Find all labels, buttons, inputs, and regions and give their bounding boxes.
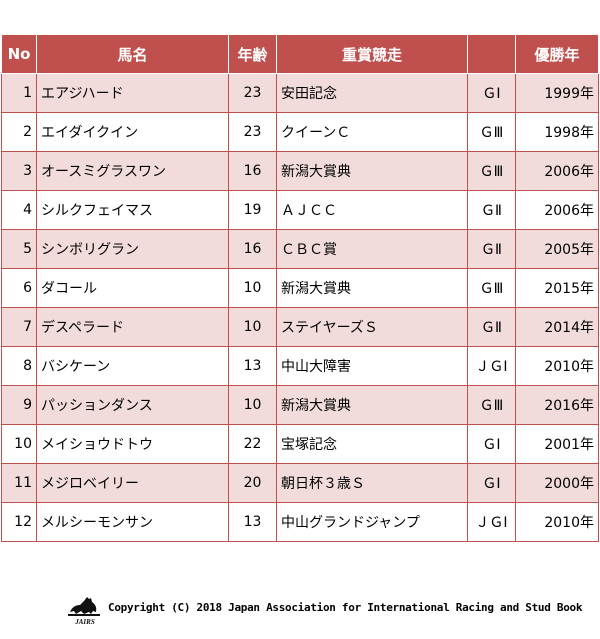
cell-name: シンボリグラン (36, 229, 229, 269)
cell-age: 16 (228, 229, 277, 269)
cell-age: 23 (228, 112, 277, 152)
table-row: 11 メジロベイリー 20 朝日杯３歳Ｓ ＧⅠ 2000年 (1, 463, 599, 503)
cell-age: 10 (228, 307, 277, 347)
cell-name: ダコール (36, 268, 229, 308)
cell-age: 10 (228, 268, 277, 308)
cell-name: デスペラード (36, 307, 229, 347)
header-grade (467, 34, 516, 74)
table-row: 4 シルクフェイマス 19 ＡＪＣＣ ＧⅡ 2006年 (1, 190, 599, 230)
cell-grade: ＧⅡ (467, 229, 516, 269)
cell-race: 中山グランドジャンプ (276, 502, 468, 542)
cell-no: 8 (1, 346, 37, 386)
cell-year: 2010年 (515, 346, 599, 386)
cell-year: 1999年 (515, 73, 599, 113)
cell-race: 新潟大賞典 (276, 151, 468, 191)
cell-no: 4 (1, 190, 37, 230)
table-row: 3 オースミグラスワン 16 新潟大賞典 ＧⅢ 2006年 (1, 151, 599, 191)
cell-no: 10 (1, 424, 37, 464)
cell-name: メジロベイリー (36, 463, 229, 503)
cell-name: エアジハード (36, 73, 229, 113)
cell-no: 6 (1, 268, 37, 308)
header-row: No 馬名 年齢 重賞競走 優勝年 (1, 34, 599, 74)
cell-year: 2014年 (515, 307, 599, 347)
cell-no: 11 (1, 463, 37, 503)
jairs-logo: JAIRS (66, 592, 104, 626)
cell-year: 2006年 (515, 190, 599, 230)
cell-year: 2016年 (515, 385, 599, 425)
table-row: 10 メイショウドトウ 22 宝塚記念 ＧⅠ 2001年 (1, 424, 599, 464)
cell-grade: ＧⅢ (467, 151, 516, 191)
cell-race: 中山大障害 (276, 346, 468, 386)
cell-grade: ＪＧⅠ (467, 502, 516, 542)
cell-year: 2005年 (515, 229, 599, 269)
header-no: No (1, 34, 37, 74)
table-row: 1 エアジハード 23 安田記念 ＧⅠ 1999年 (1, 73, 599, 113)
cell-race: 新潟大賞典 (276, 268, 468, 308)
logo-text: JAIRS (74, 618, 95, 626)
cell-age: 20 (228, 463, 277, 503)
cell-age: 10 (228, 385, 277, 425)
cell-age: 13 (228, 346, 277, 386)
cell-grade: ＧⅠ (467, 73, 516, 113)
table-row: 2 エイダイクイン 23 クイーンＣ ＧⅢ 1998年 (1, 112, 599, 152)
cell-no: 7 (1, 307, 37, 347)
cell-age: 19 (228, 190, 277, 230)
table-row: 7 デスペラード 10 ステイヤーズＳ ＧⅡ 2014年 (1, 307, 599, 347)
cell-name: メルシーモンサン (36, 502, 229, 542)
cell-grade: ＧⅡ (467, 307, 516, 347)
cell-race: 新潟大賞典 (276, 385, 468, 425)
cell-grade: ＧⅢ (467, 385, 516, 425)
cell-race: ステイヤーズＳ (276, 307, 468, 347)
cell-name: シルクフェイマス (36, 190, 229, 230)
cell-race: クイーンＣ (276, 112, 468, 152)
table-row: 8 バシケーン 13 中山大障害 ＪＧⅠ 2010年 (1, 346, 599, 386)
cell-race: 朝日杯３歳Ｓ (276, 463, 468, 503)
header-name: 馬名 (36, 34, 229, 74)
cell-race: 宝塚記念 (276, 424, 468, 464)
cell-year: 2010年 (515, 502, 599, 542)
table-row: 5 シンボリグラン 16 ＣＢＣ賞 ＧⅡ 2005年 (1, 229, 599, 269)
cell-no: 3 (1, 151, 37, 191)
horse-table: No 馬名 年齢 重賞競走 優勝年 1 エアジハード 23 安田記念 ＧⅠ 19… (1, 34, 599, 542)
cell-age: 23 (228, 73, 277, 113)
cell-name: メイショウドトウ (36, 424, 229, 464)
cell-year: 2000年 (515, 463, 599, 503)
cell-age: 13 (228, 502, 277, 542)
table-row: 6 ダコール 10 新潟大賞典 ＧⅢ 2015年 (1, 268, 599, 308)
cell-year: 2006年 (515, 151, 599, 191)
footer: JAIRS Copyright (C) 2018 Japan Associati… (66, 592, 598, 626)
table-row: 9 パッションダンス 10 新潟大賞典 ＧⅢ 2016年 (1, 385, 599, 425)
header-age: 年齢 (228, 34, 277, 74)
cell-name: パッションダンス (36, 385, 229, 425)
cell-grade: ＧⅡ (467, 190, 516, 230)
cell-no: 9 (1, 385, 37, 425)
header-race: 重賞競走 (276, 34, 468, 74)
cell-race: ＡＪＣＣ (276, 190, 468, 230)
cell-no: 1 (1, 73, 37, 113)
cell-age: 16 (228, 151, 277, 191)
cell-race: 安田記念 (276, 73, 468, 113)
copyright-text: Copyright (C) 2018 Japan Association for… (108, 601, 583, 614)
cell-grade: ＪＧⅠ (467, 346, 516, 386)
header-year: 優勝年 (515, 34, 599, 74)
cell-year: 2015年 (515, 268, 599, 308)
table-row: 12 メルシーモンサン 13 中山グランドジャンプ ＪＧⅠ 2010年 (1, 502, 599, 542)
cell-name: オースミグラスワン (36, 151, 229, 191)
cell-year: 2001年 (515, 424, 599, 464)
cell-age: 22 (228, 424, 277, 464)
cell-grade: ＧⅢ (467, 268, 516, 308)
horse-logo-icon: JAIRS (68, 597, 100, 626)
cell-name: バシケーン (36, 346, 229, 386)
cell-grade: ＧⅠ (467, 424, 516, 464)
cell-no: 12 (1, 502, 37, 542)
cell-no: 5 (1, 229, 37, 269)
cell-grade: ＧⅢ (467, 112, 516, 152)
cell-name: エイダイクイン (36, 112, 229, 152)
cell-grade: ＧⅠ (467, 463, 516, 503)
cell-year: 1998年 (515, 112, 599, 152)
cell-no: 2 (1, 112, 37, 152)
cell-race: ＣＢＣ賞 (276, 229, 468, 269)
